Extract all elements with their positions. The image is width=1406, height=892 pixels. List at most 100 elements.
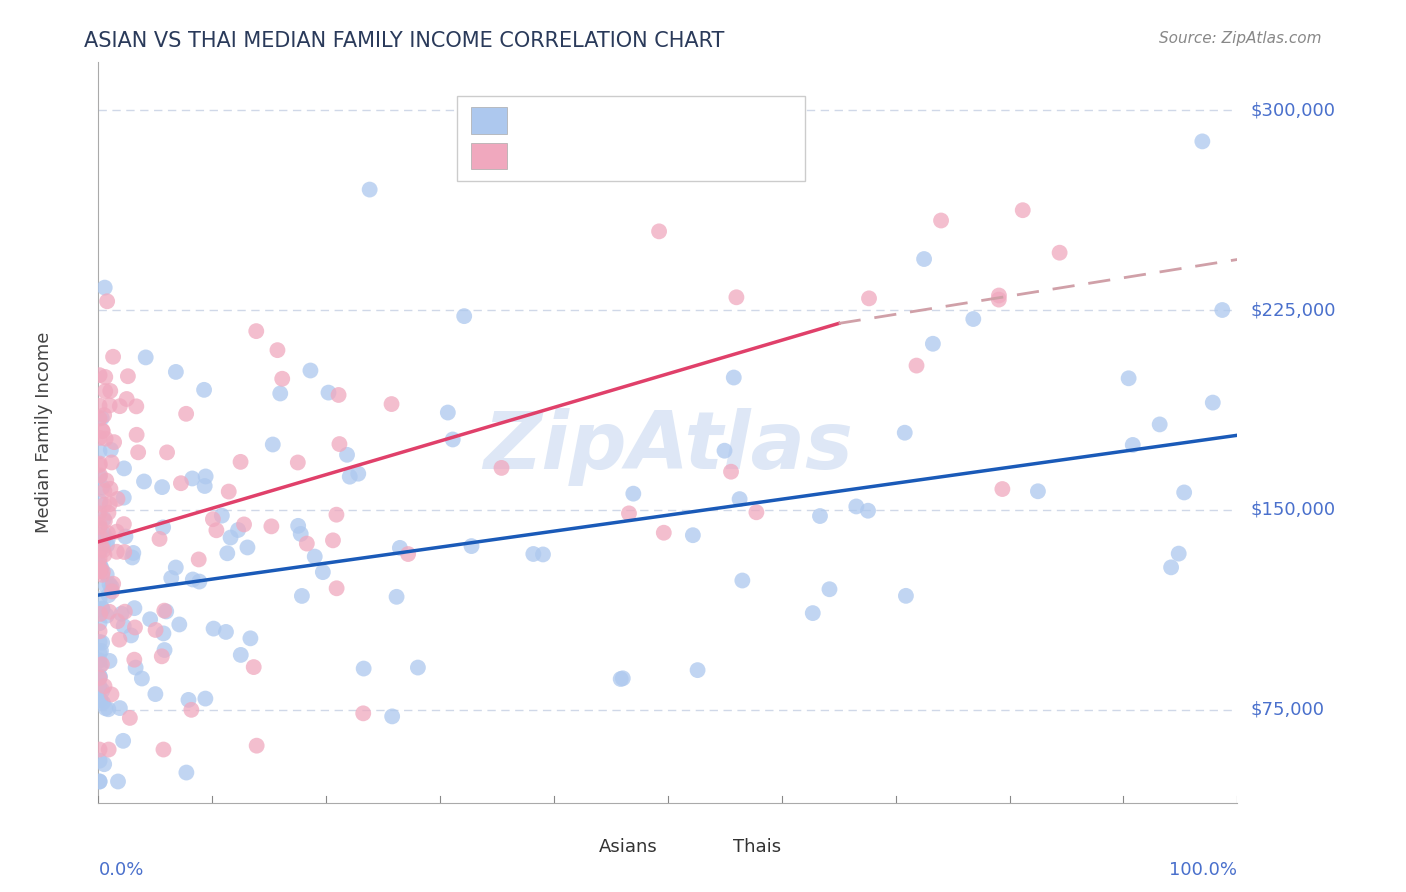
Point — [299, 363, 322, 377]
Text: 0.0%: 0.0% — [98, 862, 143, 880]
Point — [291, 589, 314, 603]
Point — [745, 505, 768, 519]
Point — [96, 294, 118, 309]
Point — [218, 484, 240, 499]
Point — [112, 461, 135, 475]
Point — [100, 580, 122, 594]
Point — [686, 663, 709, 677]
Point — [150, 649, 173, 664]
Text: Median Family Income: Median Family Income — [35, 332, 53, 533]
Point — [858, 291, 880, 305]
Point — [406, 660, 429, 674]
Point — [194, 691, 217, 706]
Point — [336, 448, 359, 462]
Point — [260, 519, 283, 533]
Point — [89, 654, 111, 668]
Point — [723, 370, 745, 384]
Point — [90, 531, 112, 545]
Text: 0.398: 0.398 — [561, 144, 623, 163]
Point — [1167, 547, 1189, 561]
Point — [89, 457, 111, 471]
Point — [89, 399, 111, 413]
Point — [165, 560, 187, 574]
Point — [246, 739, 269, 753]
Point — [174, 407, 197, 421]
Point — [229, 455, 252, 469]
Point — [236, 541, 259, 555]
Point — [522, 547, 544, 561]
Point — [217, 546, 239, 560]
Point — [93, 512, 115, 526]
Point — [97, 742, 120, 756]
Point — [97, 506, 120, 520]
Point — [98, 384, 121, 398]
Point — [1160, 560, 1182, 574]
FancyBboxPatch shape — [457, 95, 804, 181]
Point — [304, 549, 326, 564]
Point — [89, 431, 111, 445]
Point — [169, 617, 191, 632]
Point — [437, 405, 460, 419]
Point — [122, 546, 145, 560]
Point — [89, 592, 111, 607]
Point — [89, 659, 111, 673]
Point — [170, 476, 193, 491]
Point — [922, 336, 945, 351]
Point — [226, 523, 249, 537]
Point — [845, 500, 868, 514]
Point — [325, 582, 347, 596]
Point — [100, 687, 122, 701]
Point — [94, 701, 117, 715]
Text: Thais: Thais — [733, 838, 780, 856]
Text: R =: R = — [523, 109, 565, 128]
Point — [93, 527, 115, 541]
Point — [108, 399, 131, 413]
Point — [93, 483, 115, 498]
Point — [1202, 395, 1225, 409]
Point — [89, 517, 111, 532]
Point — [229, 648, 252, 662]
Point — [1149, 417, 1171, 432]
Point — [100, 442, 122, 457]
Point — [89, 669, 111, 683]
Point — [156, 445, 179, 459]
Point — [91, 601, 114, 615]
Point — [201, 512, 224, 526]
Point — [441, 433, 464, 447]
Point — [89, 561, 111, 575]
Point — [453, 309, 475, 323]
Point — [160, 571, 183, 585]
Text: N =: N = — [609, 109, 665, 128]
Point — [110, 607, 132, 621]
Point — [233, 517, 256, 532]
Point — [181, 471, 204, 485]
Point — [912, 252, 935, 266]
Point — [396, 547, 419, 561]
Point — [929, 213, 952, 227]
Point — [205, 523, 228, 537]
Point — [132, 475, 155, 489]
Point — [89, 468, 111, 483]
Point — [905, 359, 928, 373]
Point — [89, 646, 111, 660]
Point — [91, 696, 114, 710]
Point — [89, 469, 111, 483]
Point — [112, 619, 135, 633]
Point — [713, 443, 735, 458]
Point — [90, 411, 112, 425]
Point — [152, 520, 174, 534]
Point — [125, 400, 148, 414]
Point — [97, 526, 120, 541]
Point — [124, 653, 146, 667]
Point — [491, 461, 513, 475]
Point — [91, 602, 114, 616]
Point — [89, 564, 111, 578]
Point — [987, 288, 1010, 302]
Text: $75,000: $75,000 — [1251, 700, 1324, 719]
FancyBboxPatch shape — [471, 143, 508, 169]
Point — [380, 397, 402, 411]
Point — [194, 479, 217, 493]
Point — [89, 551, 111, 566]
Point — [114, 529, 136, 543]
Point — [181, 573, 204, 587]
